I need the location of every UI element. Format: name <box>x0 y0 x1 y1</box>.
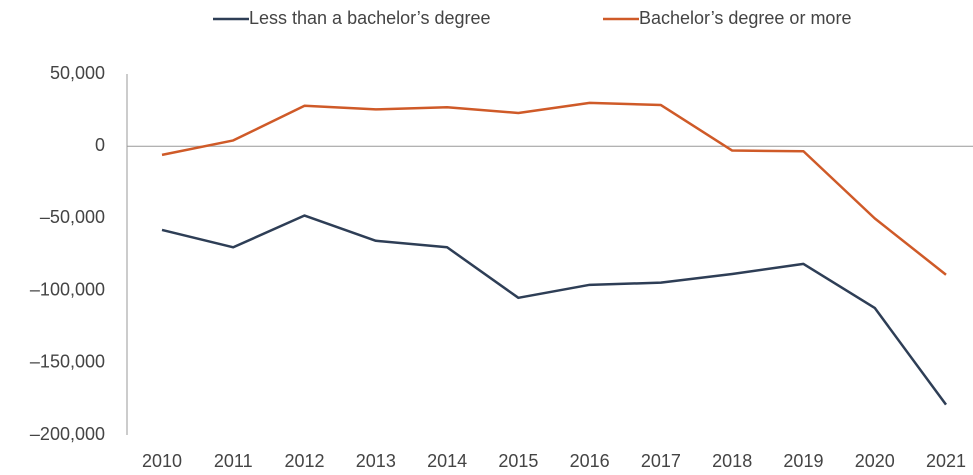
x-tick-label: 2010 <box>142 451 182 471</box>
x-tick-label: 2019 <box>783 451 823 471</box>
x-tick-label: 2017 <box>641 451 681 471</box>
x-tick-label: 2014 <box>427 451 467 471</box>
legend-label: Less than a bachelor’s degree <box>249 8 491 28</box>
y-tick-label: –200,000 <box>30 424 105 444</box>
y-tick-label: –100,000 <box>30 279 105 299</box>
y-tick-label: –150,000 <box>30 352 105 372</box>
x-tick-label: 2013 <box>356 451 396 471</box>
y-tick-label: 50,000 <box>50 63 105 83</box>
x-tick-label: 2012 <box>285 451 325 471</box>
x-tick-label: 2021 <box>926 451 966 471</box>
legend-label: Bachelor’s degree or more <box>639 8 851 28</box>
series-line <box>161 214 948 406</box>
x-tick-label: 2015 <box>498 451 538 471</box>
x-tick-label: 2016 <box>570 451 610 471</box>
series-line <box>161 101 947 276</box>
x-tick-label: 2011 <box>214 451 253 471</box>
y-tick-label: 0 <box>95 135 105 155</box>
x-tick-label: 2018 <box>712 451 752 471</box>
x-tick-label: 2020 <box>855 451 895 471</box>
y-tick-label: –50,000 <box>40 207 105 227</box>
